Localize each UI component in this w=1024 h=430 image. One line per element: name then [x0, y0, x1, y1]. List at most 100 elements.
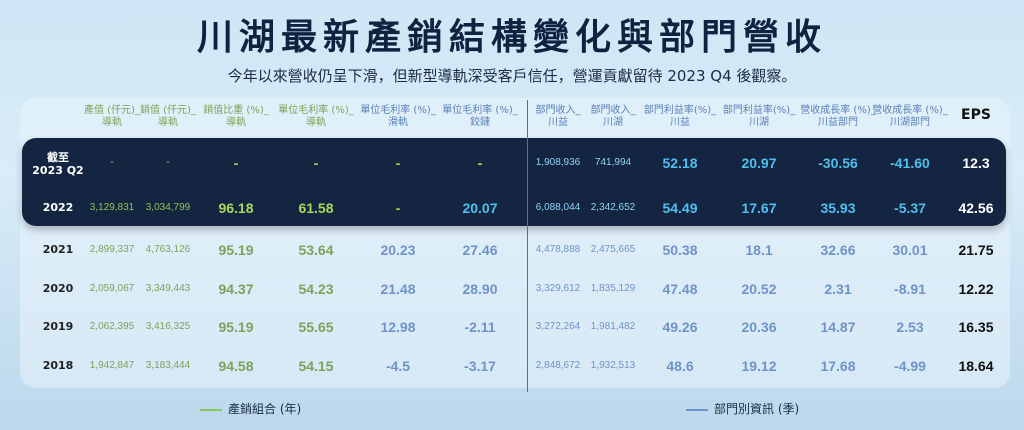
table-cell: 12.22 [958, 281, 994, 297]
table-cell: 1,932,513 [590, 360, 636, 371]
table-cell: 96.18 [218, 200, 254, 216]
table-cell: - [395, 155, 401, 171]
row-label: 2020 [42, 282, 74, 295]
table-cell: 1,835,129 [590, 283, 636, 294]
table-cell: - [313, 155, 319, 171]
table-cell: -30.56 [818, 155, 858, 171]
table-cell: 12.3 [962, 155, 990, 171]
table-cell: 54.15 [298, 358, 334, 374]
table-cell: -5.37 [894, 200, 926, 216]
column-header: 部門利益率(%)_ 川益 [643, 105, 717, 128]
table-cell: 2.31 [824, 281, 852, 297]
table-cell: 19.12 [741, 358, 777, 374]
chart-subtitle: 今年以來營收仍呈下滑，但新型導軌深受客戶信任，營運貢獻留待 2023 Q4 後觀… [227, 67, 797, 85]
table-cell: 14.87 [820, 319, 856, 335]
table-cell: 1,942,847 [89, 360, 135, 371]
table-cell: 3,129,831 [89, 202, 135, 213]
legend-left-label: 產銷組合 (年) [228, 402, 302, 416]
column-header: 營收成長率 (%)_ 川益部門 [800, 105, 876, 128]
table-cell: -41.60 [890, 155, 930, 171]
table-cell: 95.19 [218, 319, 254, 335]
table-cell: - [110, 157, 114, 168]
column-header: 銷值 (仟元)_ 導軌 [140, 105, 196, 128]
table-cell: 20.23 [380, 242, 416, 258]
column-header: 營收成長率 (%)_ 川湖部門 [872, 105, 948, 128]
table-cell: 54.49 [662, 200, 698, 216]
table-cell: 42.56 [958, 200, 994, 216]
chart-title: 川湖最新產銷結構變化與部門營收 [196, 17, 827, 58]
table-cell: 17.68 [820, 358, 856, 374]
table-cell: -4.99 [894, 358, 926, 374]
column-header: 部門收入_ 川湖 [590, 105, 636, 128]
table-cell: -2.11 [464, 319, 496, 335]
column-header: 單位毛利率 (%)_ 鉸鏈 [442, 105, 518, 128]
legend-right: 部門別資訊 (季) [686, 400, 799, 417]
table-cell: 54.23 [298, 281, 334, 297]
table-cell: 20.36 [741, 319, 777, 335]
table-cell: 52.18 [662, 155, 698, 171]
table-cell: -3.17 [464, 358, 496, 374]
legend-left: 產銷組合 (年) [200, 400, 301, 417]
table-cell: 27.46 [462, 242, 498, 258]
legend-right-label: 部門別資訊 (季) [714, 402, 800, 416]
table-cell: 3,034,799 [145, 202, 191, 213]
table-cell: 2,848,672 [535, 360, 581, 371]
table-cell: - [166, 157, 170, 168]
table-cell: 20.97 [741, 155, 777, 171]
table-cell: 50.38 [662, 242, 698, 258]
column-header: 單位毛利率 (%)_ 滑軌 [360, 105, 436, 128]
section-divider [527, 100, 528, 392]
table-cell: 1,908,936 [535, 157, 581, 168]
row-label: 2022 [42, 201, 74, 214]
table-cell: 3,272,264 [535, 321, 581, 332]
table-cell: 3,329,612 [535, 283, 581, 294]
table-cell: 2,899,337 [89, 244, 135, 255]
table-cell: -8.91 [894, 281, 926, 297]
table-cell: 30.01 [892, 242, 928, 258]
row-label: 2018 [42, 359, 74, 372]
table-cell: 47.48 [662, 281, 698, 297]
table-cell: -4.5 [385, 358, 411, 374]
table-cell: 2,342,652 [590, 202, 636, 213]
table-cell: 95.19 [218, 242, 254, 258]
table-cell: 21.48 [380, 281, 416, 297]
table-cell: 55.65 [298, 319, 334, 335]
table-cell: - [395, 200, 401, 216]
table-cell: 16.35 [958, 319, 994, 335]
table-cell: 2,062,395 [89, 321, 135, 332]
table-cell: 53.64 [298, 242, 334, 258]
table-cell: 94.37 [218, 281, 254, 297]
table-cell: 6,088,044 [535, 202, 581, 213]
table-cell: 2,475,665 [590, 244, 636, 255]
table-cell: 20.07 [462, 200, 498, 216]
table-cell: 18.64 [958, 358, 994, 374]
table-cell: 17.67 [741, 200, 777, 216]
table-cell: 49.26 [662, 319, 698, 335]
table-cell: 3,416,325 [145, 321, 191, 332]
table-cell: 3,183,444 [145, 360, 191, 371]
legend-line-green [200, 408, 222, 411]
table-cell: 48.6 [666, 358, 694, 374]
column-header: 單位毛利率 (%)_ 導軌 [278, 105, 354, 128]
row-label: 截至 2023 Q2 [32, 151, 84, 177]
table-cell: 35.93 [820, 200, 856, 216]
table-cell: 32.66 [820, 242, 856, 258]
table-cell: 2.53 [896, 319, 924, 335]
table-cell: - [477, 155, 483, 171]
row-label: 2019 [42, 320, 74, 333]
table-cell: 28.90 [462, 281, 498, 297]
table-cell: 21.75 [958, 242, 994, 258]
table-cell: - [233, 155, 239, 171]
table-cell: 94.58 [218, 358, 254, 374]
legend-line-blue [686, 408, 708, 411]
highlight-band [22, 138, 1006, 226]
table-cell: 4,763,126 [145, 244, 191, 255]
table-cell: 3,349,443 [145, 283, 191, 294]
column-header: 部門利益率(%)_ 川湖 [722, 105, 796, 128]
table-cell: 61.58 [298, 200, 334, 216]
table-cell: 1,981,482 [590, 321, 636, 332]
column-header: 產值 (仟元)_ 導軌 [84, 105, 140, 128]
column-header: EPS [961, 107, 991, 123]
column-header: 銷值比重 (%)_ 導軌 [203, 105, 269, 128]
row-label: 2021 [42, 243, 74, 256]
